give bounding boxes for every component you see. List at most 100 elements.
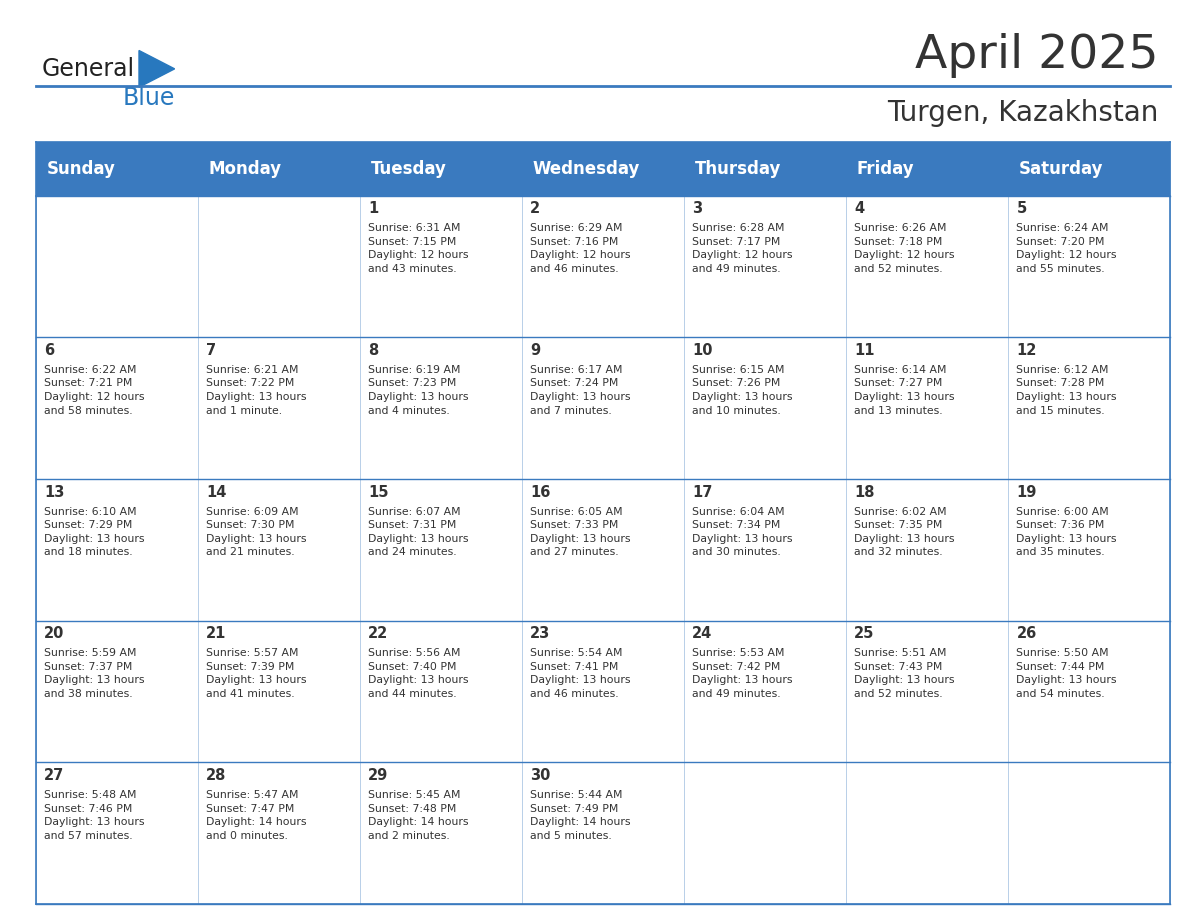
Text: Tuesday: Tuesday <box>371 160 447 178</box>
Text: 30: 30 <box>530 768 550 783</box>
Text: 13: 13 <box>44 485 64 499</box>
Text: Sunday: Sunday <box>46 160 115 178</box>
Text: 9: 9 <box>530 342 541 358</box>
FancyBboxPatch shape <box>360 763 522 904</box>
Text: Sunrise: 5:44 AM
Sunset: 7:49 PM
Daylight: 14 hours
and 5 minutes.: Sunrise: 5:44 AM Sunset: 7:49 PM Dayligh… <box>530 790 631 841</box>
Text: Sunrise: 6:14 AM
Sunset: 7:27 PM
Daylight: 13 hours
and 13 minutes.: Sunrise: 6:14 AM Sunset: 7:27 PM Dayligh… <box>854 364 955 416</box>
FancyBboxPatch shape <box>522 621 684 763</box>
Text: Sunrise: 6:17 AM
Sunset: 7:24 PM
Daylight: 13 hours
and 7 minutes.: Sunrise: 6:17 AM Sunset: 7:24 PM Dayligh… <box>530 364 631 416</box>
FancyBboxPatch shape <box>36 337 197 479</box>
Text: 4: 4 <box>854 201 865 216</box>
Text: Sunrise: 6:28 AM
Sunset: 7:17 PM
Daylight: 12 hours
and 49 minutes.: Sunrise: 6:28 AM Sunset: 7:17 PM Dayligh… <box>693 223 792 274</box>
Text: 2: 2 <box>530 201 541 216</box>
FancyBboxPatch shape <box>522 479 684 621</box>
FancyBboxPatch shape <box>846 479 1009 621</box>
Text: 17: 17 <box>693 485 713 499</box>
FancyBboxPatch shape <box>522 142 684 196</box>
Text: Turgen, Kazakhstan: Turgen, Kazakhstan <box>887 98 1158 127</box>
FancyBboxPatch shape <box>846 196 1009 337</box>
FancyBboxPatch shape <box>522 196 684 337</box>
Text: 11: 11 <box>854 342 874 358</box>
FancyBboxPatch shape <box>197 763 360 904</box>
Text: Sunrise: 5:50 AM
Sunset: 7:44 PM
Daylight: 13 hours
and 54 minutes.: Sunrise: 5:50 AM Sunset: 7:44 PM Dayligh… <box>1017 648 1117 700</box>
FancyBboxPatch shape <box>684 337 846 479</box>
Text: Sunrise: 5:54 AM
Sunset: 7:41 PM
Daylight: 13 hours
and 46 minutes.: Sunrise: 5:54 AM Sunset: 7:41 PM Dayligh… <box>530 648 631 700</box>
FancyBboxPatch shape <box>522 337 684 479</box>
FancyBboxPatch shape <box>360 142 522 196</box>
FancyBboxPatch shape <box>1009 763 1170 904</box>
Text: 28: 28 <box>206 768 227 783</box>
Text: 8: 8 <box>368 342 378 358</box>
Text: Sunrise: 6:09 AM
Sunset: 7:30 PM
Daylight: 13 hours
and 21 minutes.: Sunrise: 6:09 AM Sunset: 7:30 PM Dayligh… <box>206 507 307 557</box>
Text: 18: 18 <box>854 485 874 499</box>
FancyBboxPatch shape <box>360 479 522 621</box>
FancyBboxPatch shape <box>360 337 522 479</box>
Text: Sunrise: 5:48 AM
Sunset: 7:46 PM
Daylight: 13 hours
and 57 minutes.: Sunrise: 5:48 AM Sunset: 7:46 PM Dayligh… <box>44 790 145 841</box>
FancyBboxPatch shape <box>1009 337 1170 479</box>
Text: Sunrise: 6:26 AM
Sunset: 7:18 PM
Daylight: 12 hours
and 52 minutes.: Sunrise: 6:26 AM Sunset: 7:18 PM Dayligh… <box>854 223 955 274</box>
FancyBboxPatch shape <box>684 763 846 904</box>
Text: Sunrise: 6:07 AM
Sunset: 7:31 PM
Daylight: 13 hours
and 24 minutes.: Sunrise: 6:07 AM Sunset: 7:31 PM Dayligh… <box>368 507 468 557</box>
FancyBboxPatch shape <box>197 621 360 763</box>
FancyBboxPatch shape <box>36 196 197 337</box>
Text: 20: 20 <box>44 626 64 642</box>
Text: 15: 15 <box>368 485 388 499</box>
FancyBboxPatch shape <box>846 337 1009 479</box>
Text: Blue: Blue <box>122 86 175 110</box>
Text: 26: 26 <box>1017 626 1037 642</box>
Text: Sunrise: 5:59 AM
Sunset: 7:37 PM
Daylight: 13 hours
and 38 minutes.: Sunrise: 5:59 AM Sunset: 7:37 PM Dayligh… <box>44 648 145 700</box>
Text: Sunrise: 5:57 AM
Sunset: 7:39 PM
Daylight: 13 hours
and 41 minutes.: Sunrise: 5:57 AM Sunset: 7:39 PM Dayligh… <box>206 648 307 700</box>
FancyBboxPatch shape <box>846 763 1009 904</box>
FancyBboxPatch shape <box>684 479 846 621</box>
Text: 22: 22 <box>368 626 388 642</box>
FancyBboxPatch shape <box>684 142 846 196</box>
Text: Sunrise: 6:15 AM
Sunset: 7:26 PM
Daylight: 13 hours
and 10 minutes.: Sunrise: 6:15 AM Sunset: 7:26 PM Dayligh… <box>693 364 792 416</box>
Text: Saturday: Saturday <box>1019 160 1104 178</box>
Text: Sunrise: 6:19 AM
Sunset: 7:23 PM
Daylight: 13 hours
and 4 minutes.: Sunrise: 6:19 AM Sunset: 7:23 PM Dayligh… <box>368 364 468 416</box>
FancyBboxPatch shape <box>1009 621 1170 763</box>
Text: Sunrise: 6:04 AM
Sunset: 7:34 PM
Daylight: 13 hours
and 30 minutes.: Sunrise: 6:04 AM Sunset: 7:34 PM Dayligh… <box>693 507 792 557</box>
Text: General: General <box>42 57 134 81</box>
Text: 7: 7 <box>206 342 216 358</box>
Text: Sunrise: 5:51 AM
Sunset: 7:43 PM
Daylight: 13 hours
and 52 minutes.: Sunrise: 5:51 AM Sunset: 7:43 PM Dayligh… <box>854 648 955 700</box>
FancyBboxPatch shape <box>197 196 360 337</box>
Text: 19: 19 <box>1017 485 1037 499</box>
Text: Friday: Friday <box>857 160 915 178</box>
Text: Sunrise: 5:47 AM
Sunset: 7:47 PM
Daylight: 14 hours
and 0 minutes.: Sunrise: 5:47 AM Sunset: 7:47 PM Dayligh… <box>206 790 307 841</box>
Text: 29: 29 <box>368 768 388 783</box>
Text: Sunrise: 6:02 AM
Sunset: 7:35 PM
Daylight: 13 hours
and 32 minutes.: Sunrise: 6:02 AM Sunset: 7:35 PM Dayligh… <box>854 507 955 557</box>
FancyBboxPatch shape <box>1009 479 1170 621</box>
FancyBboxPatch shape <box>684 196 846 337</box>
Text: Sunrise: 6:05 AM
Sunset: 7:33 PM
Daylight: 13 hours
and 27 minutes.: Sunrise: 6:05 AM Sunset: 7:33 PM Dayligh… <box>530 507 631 557</box>
FancyBboxPatch shape <box>360 196 522 337</box>
FancyBboxPatch shape <box>36 621 197 763</box>
FancyBboxPatch shape <box>197 142 360 196</box>
Text: 27: 27 <box>44 768 64 783</box>
Text: 1: 1 <box>368 201 378 216</box>
FancyBboxPatch shape <box>36 763 197 904</box>
FancyBboxPatch shape <box>1009 196 1170 337</box>
FancyBboxPatch shape <box>36 142 197 196</box>
Text: 24: 24 <box>693 626 713 642</box>
Text: Sunrise: 6:10 AM
Sunset: 7:29 PM
Daylight: 13 hours
and 18 minutes.: Sunrise: 6:10 AM Sunset: 7:29 PM Dayligh… <box>44 507 145 557</box>
Text: Sunrise: 6:12 AM
Sunset: 7:28 PM
Daylight: 13 hours
and 15 minutes.: Sunrise: 6:12 AM Sunset: 7:28 PM Dayligh… <box>1017 364 1117 416</box>
Text: 16: 16 <box>530 485 550 499</box>
FancyBboxPatch shape <box>846 142 1009 196</box>
Text: Thursday: Thursday <box>695 160 781 178</box>
FancyBboxPatch shape <box>197 479 360 621</box>
Polygon shape <box>139 50 175 87</box>
Text: 23: 23 <box>530 626 550 642</box>
Text: 6: 6 <box>44 342 55 358</box>
FancyBboxPatch shape <box>846 621 1009 763</box>
Text: Sunrise: 6:22 AM
Sunset: 7:21 PM
Daylight: 12 hours
and 58 minutes.: Sunrise: 6:22 AM Sunset: 7:21 PM Dayligh… <box>44 364 145 416</box>
Text: Sunrise: 6:21 AM
Sunset: 7:22 PM
Daylight: 13 hours
and 1 minute.: Sunrise: 6:21 AM Sunset: 7:22 PM Dayligh… <box>206 364 307 416</box>
FancyBboxPatch shape <box>360 621 522 763</box>
Text: April 2025: April 2025 <box>915 33 1158 78</box>
FancyBboxPatch shape <box>1009 142 1170 196</box>
Text: Sunrise: 6:29 AM
Sunset: 7:16 PM
Daylight: 12 hours
and 46 minutes.: Sunrise: 6:29 AM Sunset: 7:16 PM Dayligh… <box>530 223 631 274</box>
Text: Sunrise: 6:24 AM
Sunset: 7:20 PM
Daylight: 12 hours
and 55 minutes.: Sunrise: 6:24 AM Sunset: 7:20 PM Dayligh… <box>1017 223 1117 274</box>
Text: Sunrise: 5:53 AM
Sunset: 7:42 PM
Daylight: 13 hours
and 49 minutes.: Sunrise: 5:53 AM Sunset: 7:42 PM Dayligh… <box>693 648 792 700</box>
Text: Wednesday: Wednesday <box>532 160 640 178</box>
Text: Monday: Monday <box>208 160 282 178</box>
Text: 25: 25 <box>854 626 874 642</box>
